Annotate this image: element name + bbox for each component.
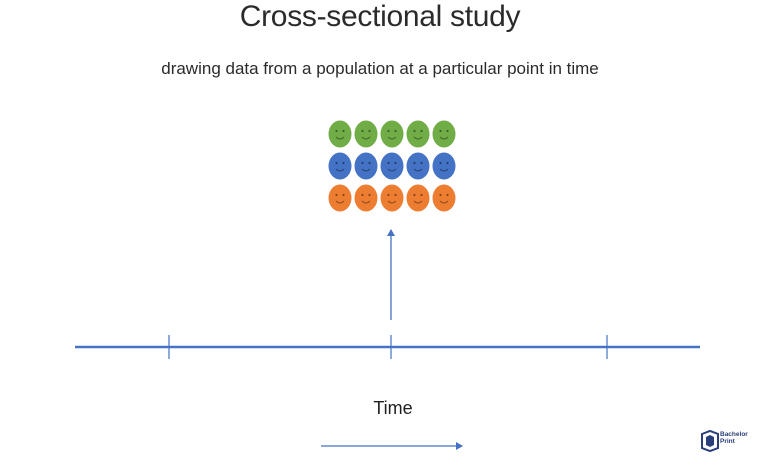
smiley-face-icon [328, 184, 352, 212]
smiley-face-icon [380, 152, 404, 180]
smiley-face-icon [432, 184, 456, 212]
smiley-face-icon [354, 120, 378, 148]
smiley-face-icon [354, 184, 378, 212]
smiley-face-icon [432, 120, 456, 148]
smiley-face-icon [354, 152, 378, 180]
smiley-face-icon [406, 184, 430, 212]
smiley-face-icon [380, 120, 404, 148]
population-group [328, 120, 456, 212]
diagram-title: Cross-sectional study [239, 0, 521, 33]
logo-icon [701, 429, 719, 453]
smiley-face-icon [380, 184, 404, 212]
logo-text: Bachelor Print [720, 431, 760, 445]
diagram-subtitle: drawing data from a population at a part… [161, 59, 599, 78]
smiley-face-icon [328, 152, 352, 180]
smiley-face-icon [406, 120, 430, 148]
time-label: Time [373, 398, 413, 418]
smiley-face-icon [406, 152, 430, 180]
logo-text-line1: Bachelor [720, 431, 748, 438]
logo-text-line2: Print [720, 438, 735, 445]
smiley-face-icon [432, 152, 456, 180]
smiley-face-icon [328, 120, 352, 148]
